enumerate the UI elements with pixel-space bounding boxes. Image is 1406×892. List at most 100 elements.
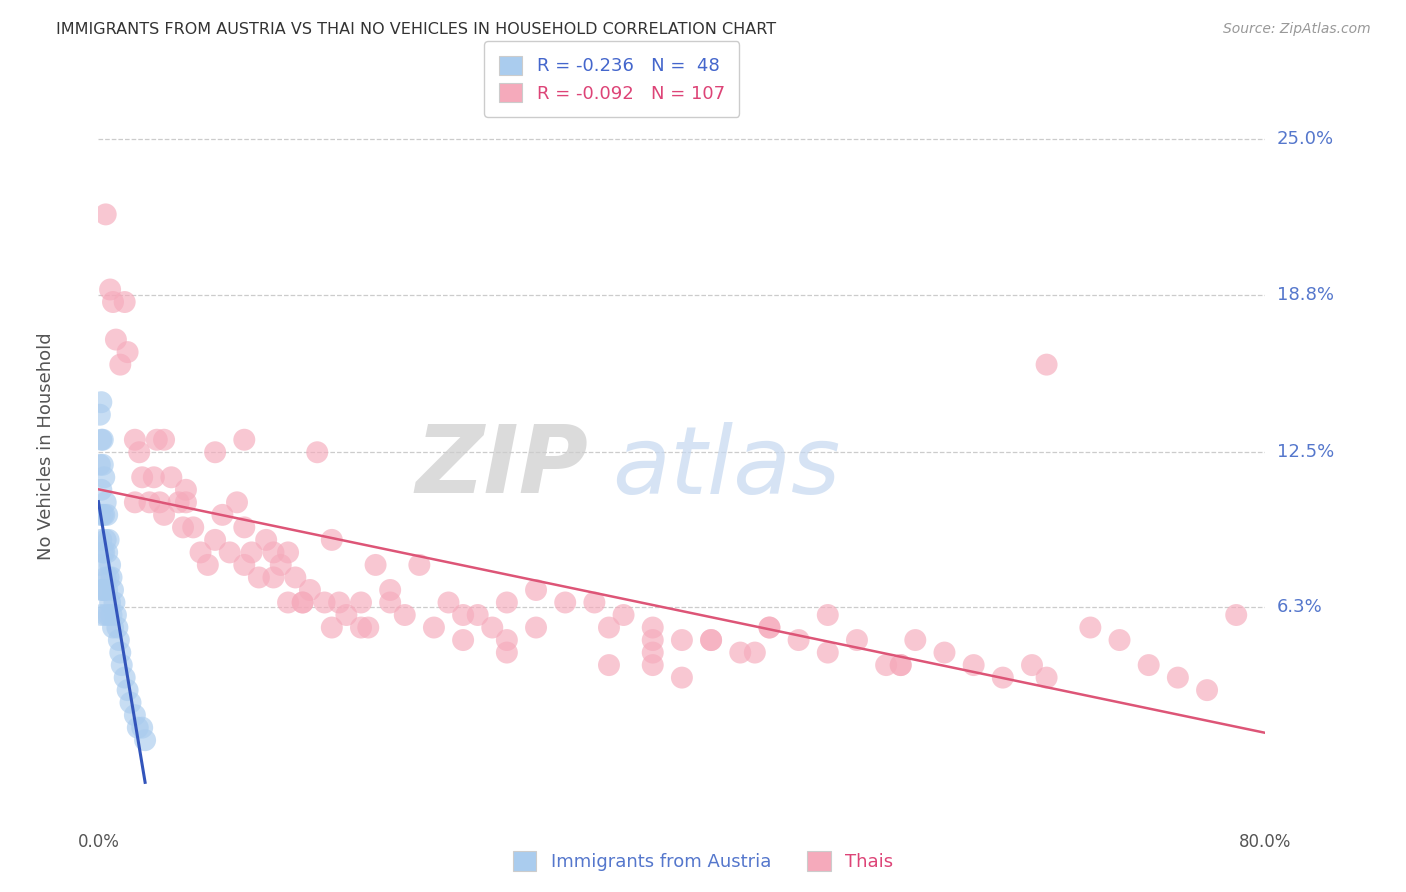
Point (423, 621, 446, 635)
Point (307, 445, 329, 459)
Text: 25.0%: 25.0% (1277, 130, 1334, 148)
Point (890, 658, 912, 673)
Point (700, 633, 723, 648)
Point (204, 533, 226, 547)
Text: ZIP: ZIP (416, 421, 589, 514)
Text: atlas: atlas (612, 422, 841, 513)
Legend: R = -0.236   N =  48, R = -0.092   N = 107: R = -0.236 N = 48, R = -0.092 N = 107 (485, 41, 740, 117)
Point (110, 358, 132, 372)
Point (134, 733, 156, 747)
Point (451, 607, 474, 622)
Point (104, 607, 127, 622)
Point (583, 595, 606, 609)
Point (904, 633, 927, 648)
Point (97, 570, 120, 584)
Point (97, 533, 120, 547)
Text: 12.5%: 12.5% (1277, 443, 1334, 461)
Point (350, 595, 373, 609)
Point (277, 545, 299, 559)
Point (284, 570, 307, 584)
Point (730, 646, 752, 660)
Point (291, 595, 314, 609)
Point (218, 545, 240, 559)
Point (142, 470, 165, 484)
Point (394, 607, 416, 622)
Point (787, 633, 810, 648)
Point (233, 520, 256, 534)
Point (131, 470, 153, 484)
Point (111, 658, 134, 673)
Text: 18.8%: 18.8% (1277, 285, 1333, 303)
Point (671, 633, 693, 648)
Point (101, 621, 124, 635)
Point (817, 607, 839, 622)
Point (758, 621, 780, 635)
Point (991, 671, 1014, 685)
Point (357, 621, 380, 635)
Point (1167, 671, 1189, 685)
Point (117, 345, 139, 359)
Point (131, 721, 153, 735)
Point (89, 558, 111, 572)
Point (91, 545, 114, 559)
Point (437, 595, 460, 609)
Point (335, 607, 357, 622)
Point (641, 646, 664, 660)
Point (270, 558, 292, 572)
Legend: Immigrants from Austria, Thais: Immigrants from Austria, Thais (506, 844, 900, 879)
Point (96, 545, 118, 559)
Point (641, 633, 664, 648)
Point (114, 295, 136, 310)
Point (90, 607, 112, 622)
Point (524, 621, 547, 635)
Point (90, 533, 112, 547)
Point (91, 458, 114, 472)
Point (110, 646, 132, 660)
Point (524, 582, 547, 597)
Point (94, 495, 117, 509)
Point (91, 508, 114, 522)
Text: 0.0%: 0.0% (77, 833, 120, 851)
Point (98, 283, 121, 297)
Point (96, 582, 118, 597)
Point (97, 607, 120, 622)
Point (96, 508, 118, 522)
Point (94, 570, 117, 584)
Point (1035, 671, 1057, 685)
Point (233, 433, 256, 447)
Point (91, 433, 114, 447)
Point (211, 508, 233, 522)
Point (181, 520, 204, 534)
Point (554, 595, 576, 609)
Point (496, 595, 519, 609)
Point (128, 445, 150, 459)
Text: Source: ZipAtlas.com: Source: ZipAtlas.com (1223, 22, 1371, 37)
Point (1137, 658, 1160, 673)
Point (641, 658, 664, 673)
Point (153, 433, 176, 447)
Point (350, 621, 373, 635)
Point (408, 558, 430, 572)
Point (101, 582, 124, 597)
Point (233, 558, 256, 572)
Point (240, 545, 263, 559)
Point (100, 570, 122, 584)
Text: 80.0%: 80.0% (1239, 833, 1292, 851)
Point (114, 671, 136, 685)
Point (298, 582, 321, 597)
Point (120, 696, 142, 710)
Point (380, 582, 402, 597)
Point (90, 483, 112, 497)
Point (174, 495, 197, 509)
Text: 6.3%: 6.3% (1277, 599, 1322, 616)
Point (1021, 658, 1043, 673)
Point (671, 671, 693, 685)
Point (89, 458, 111, 472)
Point (321, 621, 343, 635)
Point (481, 621, 503, 635)
Point (744, 646, 766, 660)
Point (817, 646, 839, 660)
Point (167, 495, 190, 509)
Point (103, 595, 125, 609)
Point (451, 633, 474, 648)
